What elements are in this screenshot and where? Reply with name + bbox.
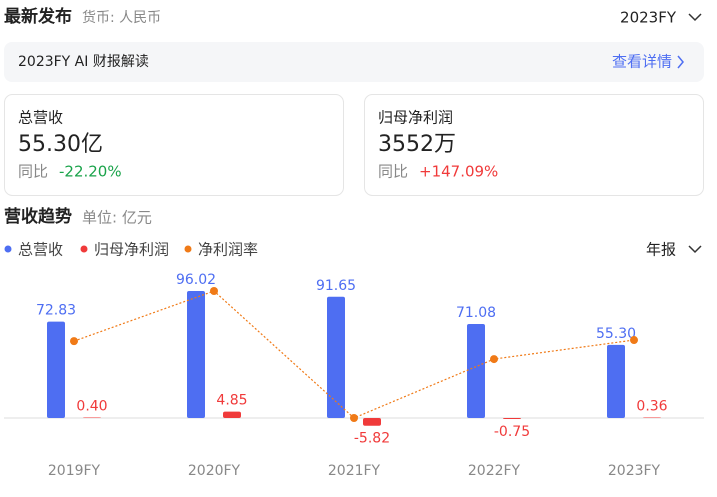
legend-label: 净利润率 — [198, 241, 258, 259]
value-label: 72.83 — [36, 303, 76, 319]
legend-dot — [80, 245, 88, 253]
value-label: 71.08 — [456, 305, 496, 321]
value-label: 55.30 — [596, 326, 636, 342]
chevron[interactable] — [677, 55, 684, 69]
card-label: 总营收 — [18, 109, 63, 127]
card-value: 55.30亿 — [18, 132, 103, 157]
chevron[interactable] — [688, 13, 702, 22]
value-label: -5.82 — [354, 431, 390, 447]
header-title: 最新发布 — [4, 6, 72, 27]
value-label: 96.02 — [176, 272, 216, 288]
bar — [467, 323, 485, 418]
point — [630, 336, 638, 345]
bar — [83, 417, 101, 418]
card — [364, 94, 704, 196]
bar — [47, 321, 65, 418]
bar — [223, 411, 241, 418]
banner-title: 2023FY AI 财报解读 — [18, 53, 149, 70]
x-tick-label: 2022FY — [468, 463, 521, 479]
point — [350, 414, 358, 422]
bar — [503, 418, 521, 419]
bar — [363, 418, 381, 426]
value-label: 0.40 — [76, 398, 107, 414]
bar — [187, 291, 205, 418]
x-tick-label: 2019FY — [48, 463, 101, 479]
change: +147.09% — [419, 163, 498, 181]
legend-label: 归母净利润 — [94, 241, 169, 259]
point — [490, 355, 498, 364]
x-tick-label: 2020FY — [188, 463, 241, 479]
x-tick-label: 2023FY — [608, 463, 661, 479]
value-label: 0.36 — [636, 399, 667, 415]
banner[interactable] — [4, 42, 704, 82]
card — [4, 94, 344, 196]
legend-label: 总营收 — [18, 241, 63, 259]
currency: 货币: 人民币 — [82, 9, 161, 26]
card-value: 3552万 — [378, 132, 456, 157]
section-title: 营收趋势 — [4, 206, 72, 227]
value-label: 91.65 — [316, 278, 356, 294]
bar — [327, 296, 345, 418]
chevron[interactable] — [688, 245, 702, 254]
period-select[interactable]: 2023FY — [620, 9, 677, 27]
value-label: -0.75 — [494, 424, 530, 440]
change: -22.20% — [59, 163, 122, 181]
change-label: 同比 — [378, 163, 408, 181]
bar — [643, 417, 661, 419]
change-label: 同比 — [18, 163, 48, 181]
unit: 单位: 亿元 — [82, 209, 152, 227]
x-tick-label: 2021FY — [328, 463, 381, 479]
card-label: 归母净利润 — [378, 109, 453, 127]
legend-dot — [184, 245, 192, 253]
point — [210, 287, 218, 295]
bar — [607, 344, 625, 418]
legend-dot — [4, 245, 12, 253]
value-label: 4.85 — [216, 393, 247, 409]
period-type[interactable]: 年报 — [646, 241, 676, 259]
point — [70, 337, 78, 346]
line — [73, 290, 635, 419]
banner-link[interactable]: 查看详情 — [612, 53, 672, 71]
